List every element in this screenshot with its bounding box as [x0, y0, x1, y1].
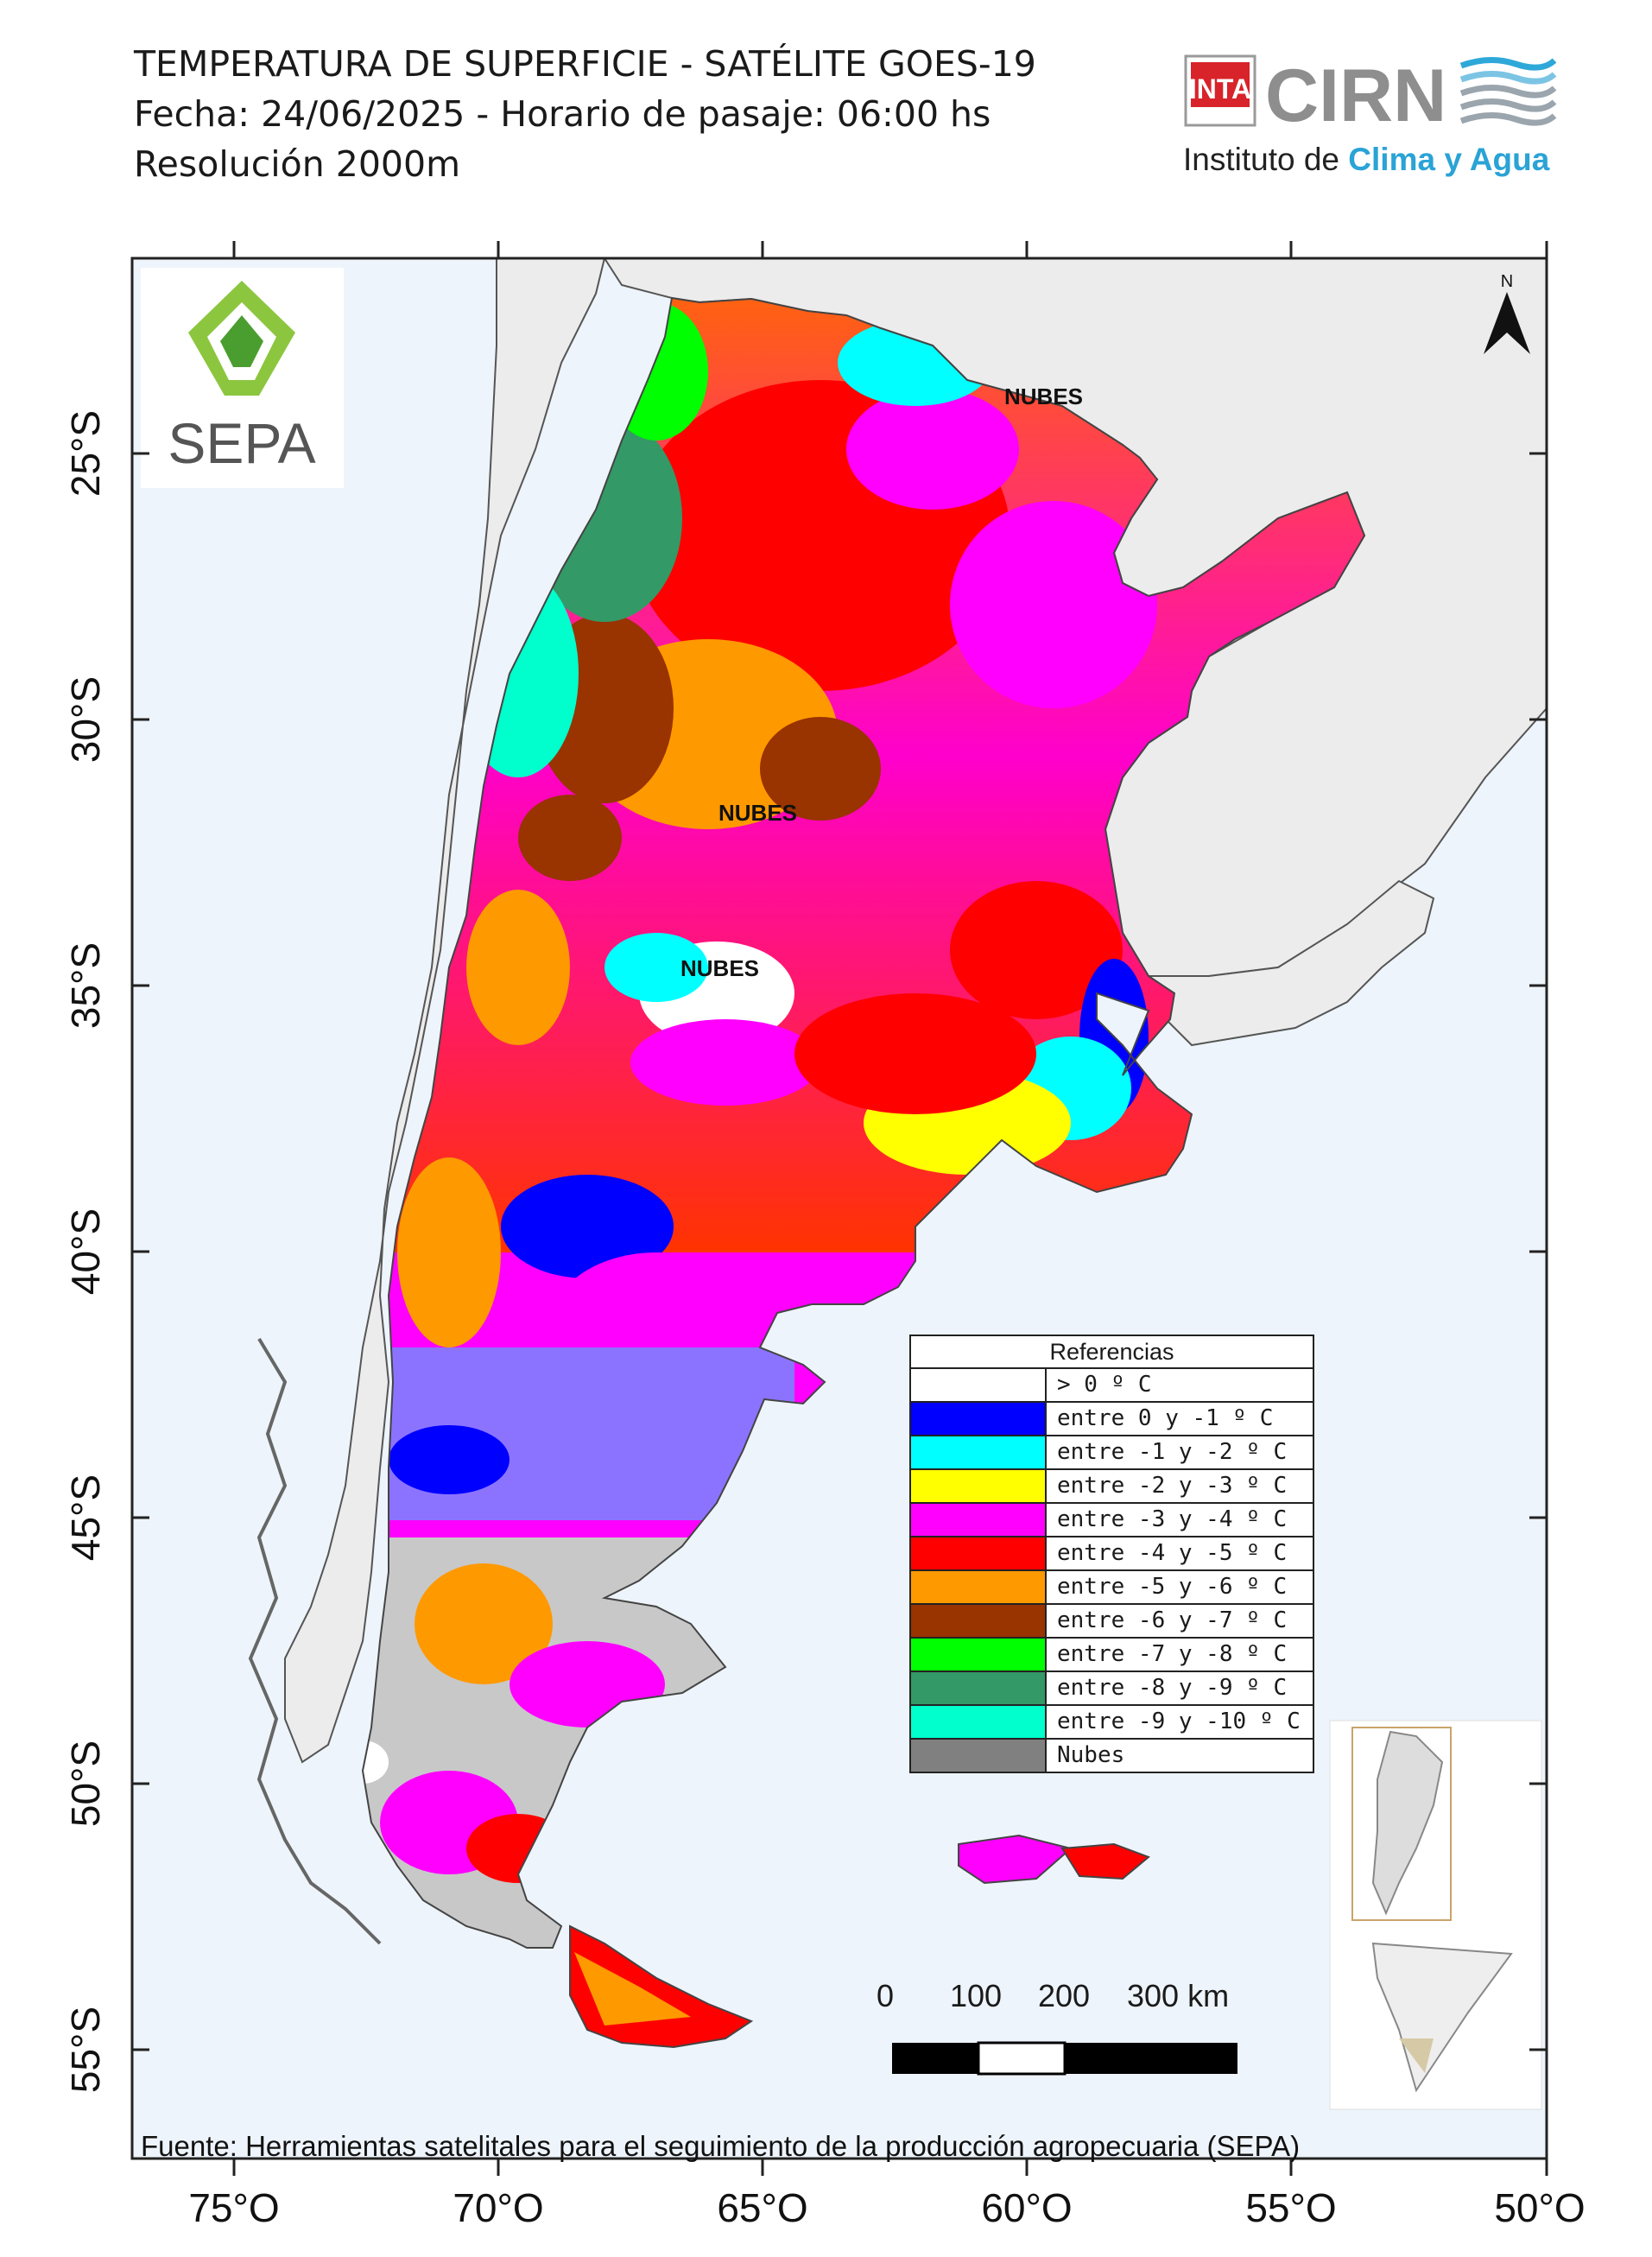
- cirn-waves-icon: [1459, 56, 1557, 126]
- scale-label-200: 200: [1038, 1978, 1091, 2013]
- legend-label: entre 0 y -1 º C: [1057, 1405, 1274, 1431]
- legend-swatch: [911, 1740, 1047, 1772]
- lat-label-30: 30°S: [63, 676, 108, 763]
- legend-label: entre -1 y -2 º C: [1057, 1439, 1288, 1465]
- map-date: Fecha: 24/06/2025 - Horario de pasaje: 0…: [134, 93, 991, 135]
- legend-label: entre -5 y -6 º C: [1057, 1574, 1288, 1600]
- sepa-logo: SEPA: [141, 268, 344, 488]
- map-frame: [130, 257, 1548, 2160]
- cloud-label-south: NUBES: [680, 955, 759, 981]
- lat-label-45: 45°S: [63, 1474, 108, 1561]
- legend-swatch: [911, 1403, 1047, 1435]
- legend-label: entre -6 y -7 º C: [1057, 1607, 1288, 1633]
- map-title: TEMPERATURA DE SUPERFICIE - SATÉLITE GOE…: [134, 43, 1036, 85]
- legend-label: entre -8 y -9 º C: [1057, 1675, 1288, 1701]
- legend-label: entre -3 y -4 º C: [1057, 1506, 1288, 1532]
- argentina-outline: [361, 296, 1366, 1949]
- latitude-labels: 25°S 30°S 35°S 40°S 45°S 50°S 55°S: [63, 410, 108, 2093]
- legend-item: entre -6 y -7 º C: [911, 1605, 1313, 1639]
- legend-item: entre -9 y -10 º C: [911, 1706, 1313, 1740]
- lon-label-75: 75°O: [188, 2185, 279, 2230]
- legend-item: entre -8 y -9 º C: [911, 1672, 1313, 1706]
- lat-label-55: 55°S: [63, 2007, 108, 2093]
- scale-label-300km: 300 km: [1127, 1978, 1230, 2013]
- inta-cirn-logo: INTA CIRN Instituto de Clima y Agua: [1183, 54, 1557, 177]
- lon-label-55: 55°O: [1245, 2185, 1336, 2230]
- legend-item: entre -2 y -3 º C: [911, 1470, 1313, 1504]
- chile-landmass: [284, 257, 606, 1764]
- lat-label-35: 35°S: [63, 942, 108, 1029]
- cloud-label-north: NUBES: [1004, 384, 1083, 409]
- legend-swatch: [911, 1605, 1047, 1637]
- sepa-text: SEPA: [168, 411, 315, 475]
- legend-swatch: [911, 1436, 1047, 1468]
- legend-label: Nubes: [1057, 1742, 1125, 1768]
- longitude-labels: 75°O 70°O 65°O 60°O 55°O 50°O: [188, 2185, 1585, 2230]
- legend: Referencias > 0 º C entre 0 y -1 º C entre…: [909, 1335, 1314, 1773]
- lat-label-25: 25°S: [63, 410, 108, 497]
- lon-label-60: 60°O: [981, 2185, 1072, 2230]
- legend-label: entre -7 y -8 º C: [1057, 1641, 1288, 1667]
- legend-swatch: [911, 1537, 1047, 1569]
- legend-item: entre -3 y -4 º C: [911, 1504, 1313, 1537]
- legend-swatch: [911, 1706, 1047, 1738]
- map-resolution: Resolución 2000m: [134, 143, 461, 185]
- legend-item: Nubes: [911, 1740, 1313, 1772]
- graticule-ticks: [132, 241, 1548, 2176]
- svg-text:Instituto de Clima y Agua: Instituto de Clima y Agua: [1183, 142, 1550, 177]
- lat-label-50: 50°S: [63, 1740, 108, 1827]
- north-label: N: [1501, 272, 1513, 291]
- chile-coast-islands: [248, 1337, 382, 1945]
- legend-label: entre -9 y -10 º C: [1057, 1709, 1301, 1734]
- legend-swatch: [911, 1369, 1047, 1401]
- lon-label-65: 65°O: [717, 2185, 807, 2230]
- legend-item: entre -4 y -5 º C: [911, 1537, 1313, 1571]
- legend-swatch: [911, 1470, 1047, 1502]
- cirn-logo-text: CIRN: [1265, 54, 1446, 137]
- legend-label: entre -4 y -5 º C: [1057, 1540, 1288, 1566]
- lat-label-40: 40°S: [63, 1208, 108, 1295]
- scale-labels: 0 100 200 300 km: [877, 1978, 1265, 2021]
- legend-swatch: [911, 1571, 1047, 1603]
- lon-label-50: 50°O: [1494, 2185, 1585, 2230]
- scale-bar: [892, 2041, 1237, 2076]
- legend-item: > 0 º C: [911, 1369, 1313, 1403]
- legend-swatch: [911, 1672, 1047, 1704]
- legend-swatch: [911, 1504, 1047, 1536]
- inset-map: [1329, 1720, 1542, 2110]
- legend-label: > 0 º C: [1057, 1372, 1152, 1398]
- legend-label: entre -2 y -3 º C: [1057, 1473, 1288, 1499]
- legend-item: entre -1 y -2 º C: [911, 1436, 1313, 1470]
- legend-item: entre -7 y -8 º C: [911, 1639, 1313, 1672]
- source-note: Fuente: Herramientas satelitales para el…: [141, 2130, 1301, 2162]
- legend-item: entre 0 y -1 º C: [911, 1403, 1313, 1436]
- legend-item: entre -5 y -6 º C: [911, 1571, 1313, 1605]
- inta-logo-text: INTA: [1189, 73, 1251, 105]
- clima-agua-text: Clima y Agua: [1348, 142, 1549, 177]
- scale-label-100: 100: [950, 1978, 1003, 2013]
- uruguay-landmass: [1148, 879, 1435, 1047]
- legend-swatch: [911, 1639, 1047, 1671]
- map-header: TEMPERATURA DE SUPERFICIE - SATÉLITE GOE…: [134, 39, 1036, 189]
- instituto-text: Instituto de: [1183, 142, 1348, 177]
- malvinas-islands: [958, 1834, 1150, 1885]
- scale-label-0: 0: [877, 1978, 895, 2013]
- cloud-label-center: NUBES: [718, 800, 797, 826]
- lon-label-70: 70°O: [453, 2185, 543, 2230]
- legend-title: Referencias: [911, 1336, 1313, 1369]
- north-arrow-icon: N: [1484, 272, 1530, 354]
